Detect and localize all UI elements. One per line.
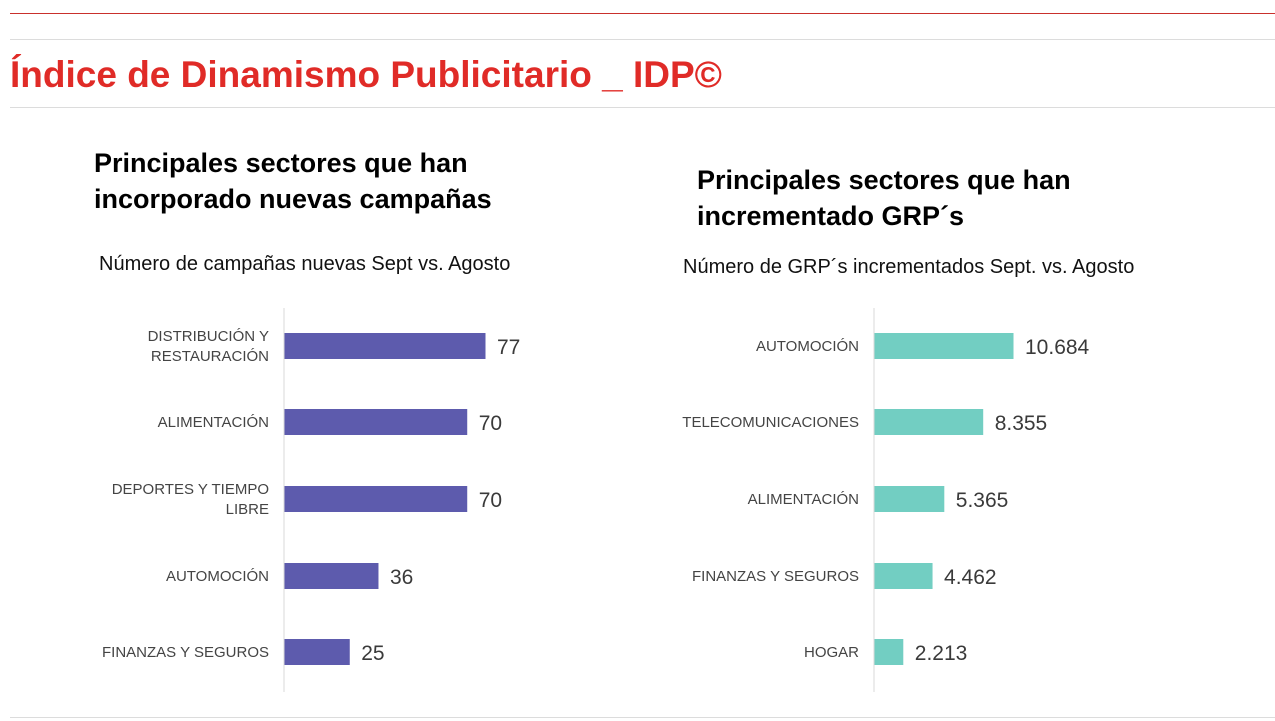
bottom-divider (10, 717, 1275, 718)
value-label: 4.462 (944, 566, 997, 589)
chart-2-subtitle: Número de GRP´s incrementados Sept. vs. … (683, 256, 1135, 278)
value-label: 8.355 (995, 412, 1048, 435)
value-label: 70 (479, 489, 502, 512)
chart-2-title: Principales sectores que han incrementad… (697, 165, 1071, 231)
chart-1-title: Principales sectores que han incorporado… (94, 148, 492, 214)
bar (874, 409, 984, 435)
category-label: HOGAR (804, 644, 859, 661)
category-label: DISTRIBUCIÓN Y RESTAURACIÓN (148, 328, 269, 365)
page-title: Índice de Dinamismo Publicitario _ IDP© (10, 54, 722, 95)
bar (874, 486, 945, 512)
bar (284, 639, 350, 665)
title-top-divider (10, 39, 1275, 40)
value-label: 5.365 (956, 489, 1009, 512)
bar (284, 409, 468, 435)
value-label: 70 (479, 412, 502, 435)
category-label: DEPORTES Y TIEMPO LIBRE (112, 481, 269, 518)
category-label: ALIMENTACIÓN (158, 414, 269, 431)
value-label: 36 (390, 566, 413, 589)
bar (284, 563, 379, 589)
value-label: 25 (361, 642, 384, 665)
bar (284, 486, 468, 512)
value-label: 10.684 (1025, 336, 1090, 359)
title-bottom-divider (10, 107, 1275, 108)
category-label: AUTOMOCIÓN (166, 568, 269, 585)
top-red-rule (10, 13, 1275, 14)
bar (284, 333, 486, 359)
category-label: ALIMENTACIÓN (748, 491, 859, 508)
category-label: FINANZAS Y SEGUROS (102, 644, 269, 661)
category-label: FINANZAS Y SEGUROS (692, 568, 859, 585)
category-label: TELECOMUNICACIONES (682, 414, 859, 431)
value-label: 77 (497, 336, 520, 359)
value-label: 2.213 (915, 642, 968, 665)
category-label: AUTOMOCIÓN (756, 338, 859, 355)
bar (874, 563, 933, 589)
chart-2: AUTOMOCIÓN 10.684 TELECOMUNICACIONES 8.355 A… (682, 308, 1090, 692)
chart-1-subtitle: Número de campañas nuevas Sept vs. Agost… (99, 253, 511, 275)
bar (874, 639, 904, 665)
chart-1: DISTRIBUCIÓN Y RESTAURACIÓN 77 ALIMENTACIÓN… (102, 308, 520, 692)
bar (874, 333, 1014, 359)
